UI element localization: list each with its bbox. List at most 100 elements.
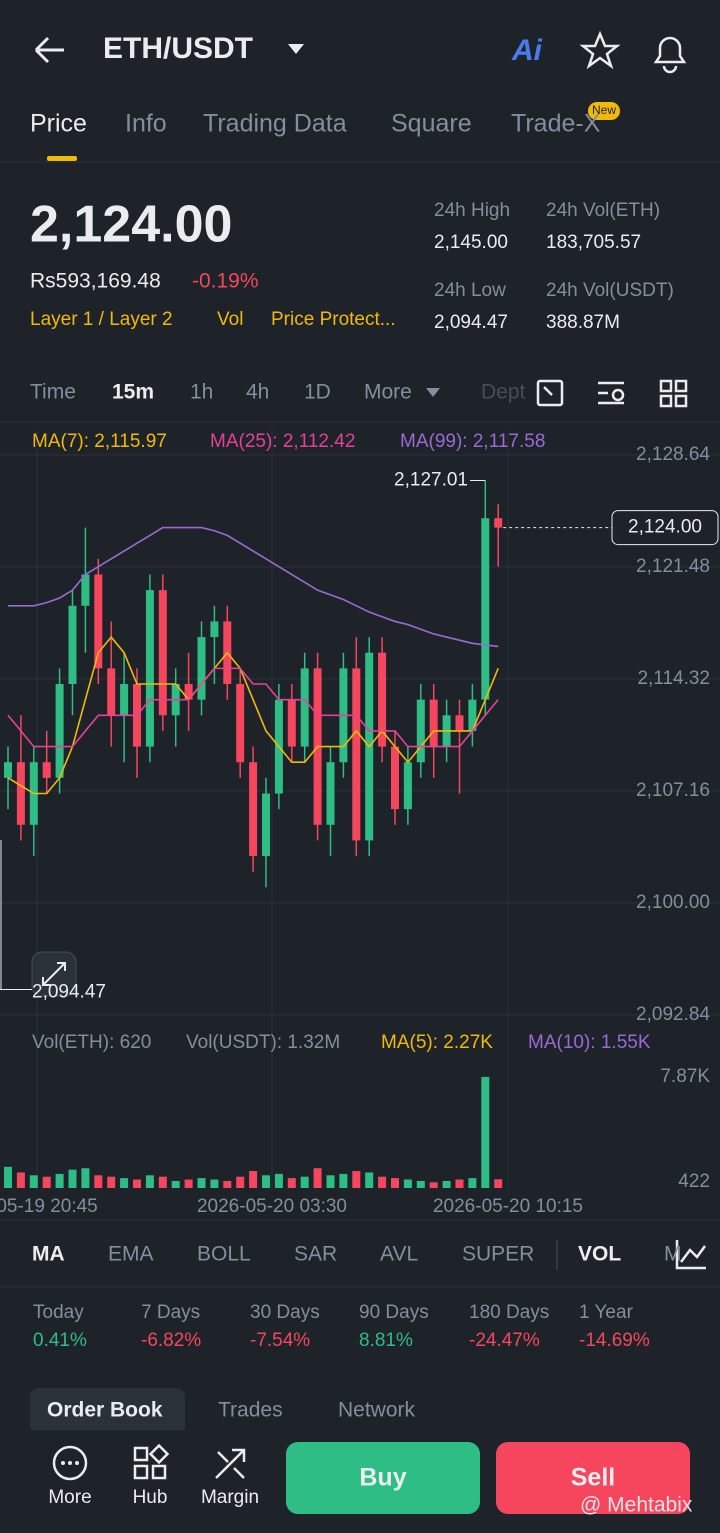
margin-icon[interactable] bbox=[215, 1448, 246, 1479]
indicator-tab[interactable]: MA bbox=[32, 1243, 65, 1266]
candle-body bbox=[326, 762, 335, 825]
more-caret[interactable] bbox=[426, 388, 440, 397]
fiat-price: Rs593,169.48 bbox=[30, 270, 161, 293]
low-label: 2,094.47 bbox=[32, 982, 106, 1003]
y-tick-label: 2,121.48 bbox=[636, 556, 710, 577]
timeframe[interactable]: More bbox=[364, 381, 412, 404]
timeframe[interactable]: 15m bbox=[112, 381, 154, 404]
timeframe[interactable]: Time bbox=[30, 381, 76, 404]
volume-bar bbox=[210, 1179, 219, 1188]
badge-text: New bbox=[592, 103, 616, 117]
sell-button[interactable] bbox=[496, 1442, 690, 1514]
volume-bar bbox=[378, 1176, 387, 1188]
volume-bar bbox=[158, 1176, 167, 1188]
volume-bar bbox=[339, 1173, 348, 1188]
candle-body bbox=[158, 590, 167, 716]
timeframe[interactable]: 1h bbox=[190, 381, 213, 404]
indicator-tab[interactable]: VOL bbox=[578, 1243, 621, 1266]
tag[interactable]: Vol bbox=[217, 309, 243, 330]
indicator-tab[interactable]: BOLL bbox=[197, 1243, 251, 1266]
chart-tools[interactable] bbox=[536, 379, 688, 408]
sell-label[interactable]: Sell bbox=[571, 1464, 615, 1492]
ai-button[interactable]: Ai bbox=[511, 34, 543, 67]
volume-bar bbox=[429, 1182, 438, 1188]
period-label: Today bbox=[33, 1302, 84, 1323]
tag[interactable]: Price Protect... bbox=[271, 309, 396, 330]
pair-title[interactable]: ETH/USDT bbox=[103, 32, 253, 65]
candle-body bbox=[4, 762, 12, 778]
candle-body bbox=[107, 668, 116, 716]
indicator-tab[interactable]: EMA bbox=[108, 1243, 154, 1266]
timeframe[interactable]: 1D bbox=[304, 381, 331, 404]
volume-bar bbox=[197, 1178, 206, 1188]
book-tab[interactable]: Network bbox=[338, 1399, 416, 1422]
buy-button[interactable] bbox=[286, 1442, 480, 1514]
indicator-tab[interactable]: M bbox=[664, 1243, 682, 1266]
high-label: 2,127.01 bbox=[394, 470, 468, 491]
volume-bar bbox=[287, 1178, 296, 1188]
active-book-tab[interactable] bbox=[30, 1388, 185, 1434]
period-change: -24.47% bbox=[469, 1330, 540, 1351]
candle-body bbox=[262, 793, 270, 857]
volume-legend: Vol(ETH): 620 bbox=[32, 1032, 151, 1053]
candle-body bbox=[145, 590, 154, 747]
y-tick-label: 2,114.32 bbox=[637, 668, 710, 689]
bell-icon[interactable] bbox=[653, 36, 687, 74]
timeframe[interactable]: 4h bbox=[246, 381, 269, 404]
tab[interactable]: Price bbox=[30, 110, 87, 138]
back-icon[interactable] bbox=[34, 36, 64, 64]
nav-label[interactable]: Hub bbox=[133, 1487, 168, 1508]
indicator-tab[interactable]: SAR bbox=[294, 1243, 337, 1266]
volume-tick-label: 7.87K bbox=[660, 1066, 710, 1087]
tab[interactable]: Info bbox=[125, 110, 167, 138]
last-price-box bbox=[611, 510, 719, 546]
x-tick-label: 2026-05-20 03:30 bbox=[197, 1196, 347, 1217]
candle-body bbox=[236, 684, 245, 763]
volume-bar bbox=[94, 1175, 103, 1188]
hub-icon[interactable] bbox=[133, 1443, 170, 1480]
star-icon[interactable] bbox=[579, 30, 621, 70]
period-change: 8.81% bbox=[359, 1330, 413, 1351]
candle-body bbox=[481, 518, 490, 700]
indicator-tab[interactable]: SUPER bbox=[462, 1243, 534, 1266]
tab[interactable]: Trade-X bbox=[511, 110, 601, 138]
candle-body bbox=[68, 605, 77, 685]
volume-bar bbox=[455, 1179, 464, 1188]
tab[interactable]: Square bbox=[391, 110, 472, 138]
x-tick-label: 2026-05-20 10:15 bbox=[433, 1196, 583, 1217]
nav-label[interactable]: More bbox=[48, 1487, 91, 1508]
stat-label: 24h High bbox=[434, 200, 510, 221]
y-tick-label: 2,128.64 bbox=[636, 444, 710, 465]
volume-bar bbox=[262, 1175, 270, 1188]
candle-body bbox=[416, 699, 425, 763]
pair-caret[interactable] bbox=[288, 44, 304, 54]
volume-bar bbox=[236, 1176, 245, 1188]
volume-legend: MA(10): 1.55K bbox=[528, 1032, 651, 1053]
timeframe[interactable]: Dept bbox=[481, 381, 526, 404]
volume-bar bbox=[365, 1172, 374, 1188]
candle-body bbox=[300, 668, 309, 747]
candle-body bbox=[378, 652, 387, 747]
buy-label[interactable]: Buy bbox=[359, 1464, 406, 1492]
legend-entry: MA(99): 2,117.58 bbox=[400, 431, 545, 452]
nav-label[interactable]: Margin bbox=[201, 1487, 259, 1508]
tag[interactable]: Layer 1 / Layer 2 bbox=[30, 309, 173, 330]
period-label: 90 Days bbox=[359, 1302, 429, 1323]
chart-settings-icon[interactable] bbox=[675, 1240, 707, 1270]
volume-bar bbox=[16, 1172, 25, 1188]
volume-bar bbox=[494, 1179, 503, 1188]
more-icon[interactable] bbox=[52, 1445, 88, 1481]
candle-body bbox=[184, 684, 193, 700]
indicator-tab[interactable]: AVL bbox=[380, 1243, 418, 1266]
volume-legend: MA(5): 2.27K bbox=[381, 1032, 493, 1053]
candle-body bbox=[94, 574, 103, 669]
last-price: 2,124.00 bbox=[30, 196, 232, 254]
volume-bar bbox=[107, 1176, 116, 1188]
book-tab[interactable]: Trades bbox=[218, 1399, 283, 1422]
x-tick-label: -05-19 20:45 bbox=[0, 1196, 98, 1217]
book-tab[interactable]: Order Book bbox=[47, 1399, 163, 1422]
tab[interactable]: Trading Data bbox=[203, 110, 347, 138]
period-label: 180 Days bbox=[469, 1302, 549, 1323]
period-change: -14.69% bbox=[579, 1330, 650, 1351]
